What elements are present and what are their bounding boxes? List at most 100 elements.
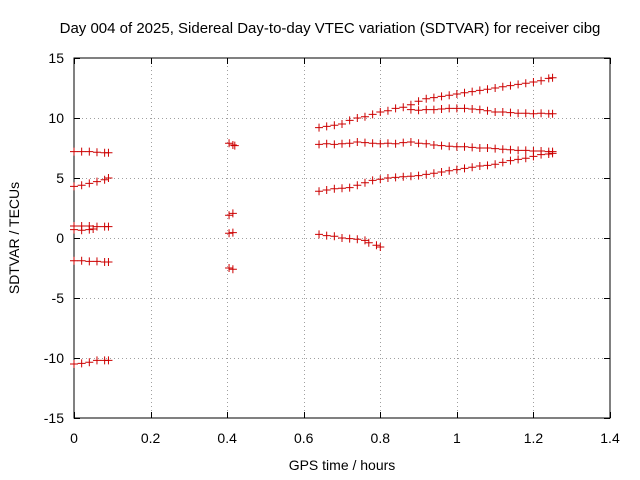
data-point	[452, 165, 461, 174]
data-point	[437, 141, 446, 150]
data-point	[230, 141, 239, 150]
data-point	[322, 231, 331, 240]
data-point	[85, 179, 94, 188]
data-point	[548, 73, 557, 82]
data-point	[330, 121, 339, 130]
data-point	[429, 105, 438, 114]
data-point	[225, 264, 234, 272]
data-point	[529, 152, 538, 161]
data-point	[422, 139, 431, 148]
y-tick-label: 10	[48, 110, 64, 126]
data-point	[228, 265, 237, 274]
data-point	[77, 147, 86, 156]
data-point	[548, 149, 557, 158]
data-point	[406, 172, 415, 181]
data-point	[330, 140, 339, 149]
data-point	[368, 110, 377, 119]
data-point	[345, 139, 354, 148]
data-point	[70, 360, 78, 368]
data-point	[483, 106, 492, 115]
y-tick-label: -10	[44, 350, 64, 366]
data-point	[475, 86, 484, 95]
data-point	[92, 356, 101, 365]
data-point	[345, 234, 354, 243]
data-point	[376, 139, 385, 148]
data-point	[85, 225, 94, 234]
data-point	[483, 85, 492, 94]
series-arc-14	[315, 149, 557, 196]
x-tick-label: 0.8	[371, 430, 391, 446]
data-point	[391, 104, 400, 113]
data-point	[338, 120, 346, 128]
data-point	[330, 184, 339, 193]
data-point	[437, 92, 446, 101]
data-point	[364, 238, 373, 247]
y-axis: -15 -10 -5 0 5 10 15	[44, 50, 610, 426]
series-arc-7	[225, 139, 239, 150]
data-point	[399, 103, 408, 112]
data-point	[452, 90, 461, 98]
data-point	[85, 257, 94, 266]
series-arc-9	[225, 228, 237, 238]
y-tick-label: 15	[48, 50, 64, 66]
data-point	[544, 150, 553, 158]
data-point	[89, 225, 98, 233]
data-point	[460, 164, 469, 173]
data-point	[338, 139, 346, 148]
x-tick-label: 1	[453, 430, 461, 446]
data-point	[422, 105, 431, 114]
data-point	[376, 243, 385, 251]
data-point	[544, 74, 553, 83]
data-point	[460, 88, 469, 97]
data-point	[452, 104, 461, 113]
data-point	[514, 146, 523, 155]
data-point	[383, 139, 392, 148]
data-point	[376, 108, 385, 116]
data-point	[322, 186, 331, 194]
data-point	[498, 82, 507, 91]
data-point	[468, 163, 477, 172]
data-point	[322, 122, 331, 131]
data-point	[514, 109, 523, 118]
data-point	[92, 257, 101, 266]
data-point	[414, 139, 423, 148]
y-tick-label: 5	[56, 170, 64, 186]
data-point	[429, 141, 438, 149]
series-arc-12	[406, 104, 557, 118]
data-point	[460, 104, 469, 113]
data-point	[70, 182, 78, 191]
data-point	[437, 168, 446, 176]
chart-title: Day 004 of 2025, Sidereal Day-to-day VTE…	[60, 20, 601, 37]
data-point	[100, 175, 109, 184]
data-point	[77, 359, 86, 368]
data-point	[498, 108, 507, 116]
data-point	[225, 139, 234, 148]
data-point	[383, 106, 392, 115]
data-point	[460, 142, 469, 151]
data-point	[445, 142, 454, 151]
y-tick-label: -5	[52, 290, 65, 306]
y-axis-label: SDTVAR / TECUs	[6, 182, 22, 294]
data-point	[391, 139, 400, 148]
data-point	[521, 146, 530, 155]
data-point	[537, 150, 546, 159]
data-point	[537, 109, 546, 118]
y-tick-label: -15	[44, 410, 64, 426]
data-point	[514, 155, 523, 164]
data-point	[506, 156, 515, 165]
data-point	[104, 148, 113, 157]
data-point	[70, 256, 78, 265]
x-axis: 0 0.2 0.4 0.6 0.8 1 1.2 1.4	[70, 58, 620, 446]
data-point	[445, 166, 454, 175]
data-point	[498, 145, 507, 154]
data-point	[104, 174, 113, 182]
data-point	[475, 144, 484, 152]
data-point	[521, 154, 530, 163]
data-point	[315, 140, 324, 149]
data-point	[360, 112, 369, 121]
data-point	[429, 169, 438, 178]
data-point	[70, 147, 78, 156]
data-point	[452, 142, 461, 151]
data-point	[85, 147, 94, 156]
